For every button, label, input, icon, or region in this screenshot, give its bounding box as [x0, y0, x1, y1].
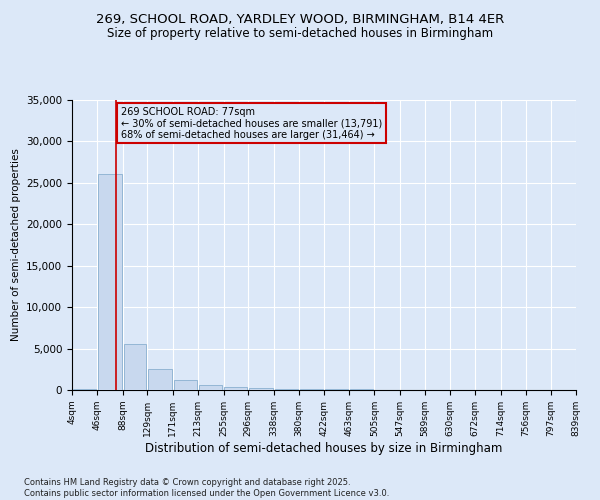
- Text: Contains HM Land Registry data © Crown copyright and database right 2025.
Contai: Contains HM Land Registry data © Crown c…: [24, 478, 389, 498]
- Y-axis label: Number of semi-detached properties: Number of semi-detached properties: [11, 148, 20, 342]
- Bar: [148, 370, 172, 390]
- Bar: [249, 388, 272, 390]
- Text: 269 SCHOOL ROAD: 77sqm
← 30% of semi-detached houses are smaller (13,791)
68% of: 269 SCHOOL ROAD: 77sqm ← 30% of semi-det…: [121, 106, 382, 140]
- Bar: [199, 384, 223, 390]
- X-axis label: Distribution of semi-detached houses by size in Birmingham: Distribution of semi-detached houses by …: [145, 442, 503, 454]
- Bar: [174, 380, 197, 390]
- Text: 269, SCHOOL ROAD, YARDLEY WOOD, BIRMINGHAM, B14 4ER: 269, SCHOOL ROAD, YARDLEY WOOD, BIRMINGH…: [96, 12, 504, 26]
- Bar: [98, 174, 122, 390]
- Bar: [300, 389, 323, 390]
- Text: Size of property relative to semi-detached houses in Birmingham: Size of property relative to semi-detach…: [107, 28, 493, 40]
- Bar: [224, 387, 247, 390]
- Bar: [275, 388, 298, 390]
- Bar: [325, 389, 348, 390]
- Bar: [124, 344, 146, 390]
